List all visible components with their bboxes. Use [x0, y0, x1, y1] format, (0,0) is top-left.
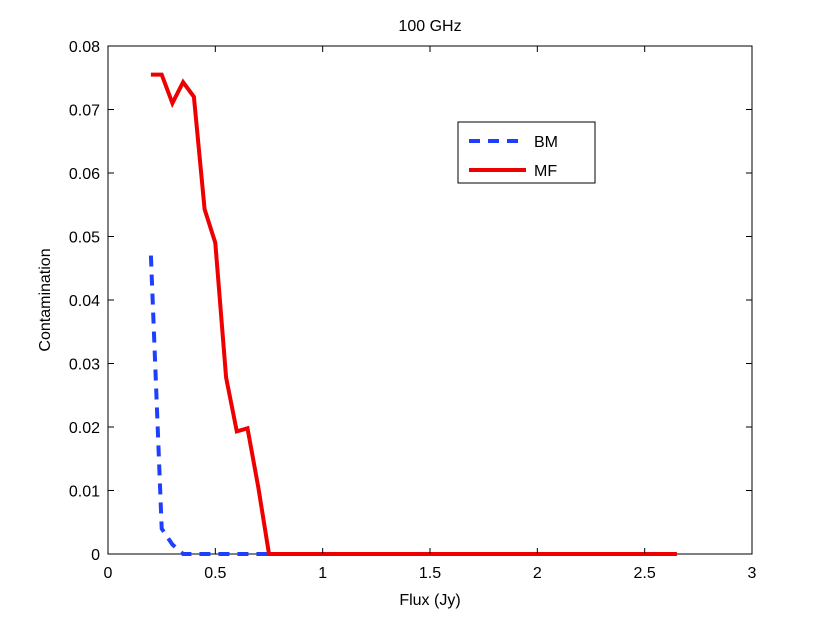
- plot-frame: [107, 45, 753, 555]
- y-tick-label: 0.07: [69, 103, 100, 120]
- y-tick-label: 0.03: [69, 357, 100, 374]
- plot-area: [107, 45, 753, 555]
- x-axis: 0 0.5 1 1.5 2 2.5 3: [104, 46, 757, 582]
- y-tick-label: 0.08: [69, 39, 100, 56]
- y-tick-label: 0.05: [69, 230, 100, 247]
- x-tick-label: 2.5: [634, 565, 656, 582]
- x-tick-label: 0.5: [204, 565, 226, 582]
- x-axis-label: Flux (Jy): [399, 592, 460, 609]
- series-line-mf: [150, 72, 677, 556]
- y-axis: 0 0.01 0.02 0.03 0.04 0.05 0.06 0.07 0.08: [69, 39, 752, 564]
- legend-label-mf: MF: [534, 163, 557, 180]
- y-tick-label: 0.04: [69, 293, 100, 310]
- y-tick-label: 0.06: [69, 166, 100, 183]
- x-tick-label: 2: [533, 565, 542, 582]
- x-tick-label: 0: [104, 565, 113, 582]
- x-tick-label: 1.5: [419, 565, 441, 582]
- y-tick-label: 0.02: [69, 420, 100, 437]
- legend: BM MF: [457, 121, 596, 184]
- legend-label-bm: BM: [534, 134, 558, 151]
- chart-title: 100 GHz: [398, 18, 461, 35]
- x-tick-label: 3: [748, 565, 757, 582]
- series-line-bm: [148, 255, 269, 556]
- y-tick-label: 0.01: [69, 484, 100, 501]
- series-group: [148, 72, 677, 556]
- y-axis-label: Contamination: [37, 248, 54, 351]
- legend-box: [457, 121, 596, 184]
- y-tick-label: 0: [91, 547, 100, 564]
- x-tick-label: 1: [318, 565, 327, 582]
